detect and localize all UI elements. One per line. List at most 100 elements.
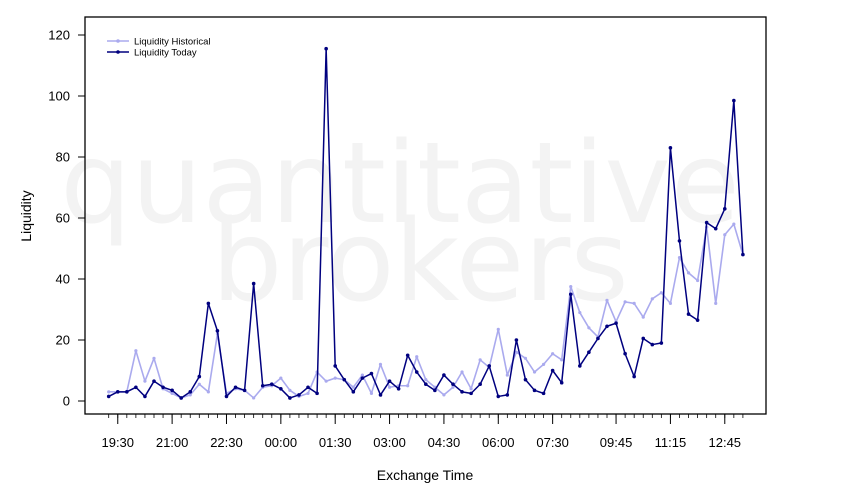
y-tick-label: 120 [48,28,70,43]
data-point [387,379,392,383]
data-point [532,388,537,393]
data-point [550,368,555,373]
data-point [170,391,174,395]
data-point [143,379,147,383]
data-point [152,379,156,383]
data-point [451,382,455,387]
data-point [560,358,564,362]
data-point [143,394,147,399]
data-point [333,376,337,380]
data-point [587,326,591,330]
data-point [605,298,609,302]
data-point [279,376,283,380]
data-point [378,362,383,366]
series-today [106,46,745,400]
data-point [696,278,700,283]
data-point [722,207,727,211]
x-tick-label: 11:15 [655,435,687,450]
data-point [351,385,355,389]
data-point [324,46,328,51]
data-point [433,388,437,393]
data-point [279,387,283,391]
data-point [460,390,464,394]
x-tick-label: 12:45 [709,435,742,450]
legend-marker [116,39,120,43]
data-point [714,301,718,305]
legend-label: Liquidity Today [134,48,197,59]
data-point [269,382,274,387]
x-tick-label: 01:30 [319,435,352,450]
data-point [451,385,455,389]
data-point [369,391,374,395]
data-point [233,385,238,390]
data-point [650,297,654,301]
data-point [469,387,473,391]
data-point [197,374,202,379]
data-point [215,329,220,333]
data-point [478,358,482,362]
data-point [406,384,410,388]
data-point [424,382,428,387]
data-point [523,377,528,382]
data-point [686,271,691,275]
legend-entry: Liquidity Today [107,48,197,59]
y-tick-label: 80 [56,150,70,165]
data-point [732,98,736,103]
data-point [378,393,383,397]
data-point [206,390,210,394]
data-point [197,382,201,386]
x-tick-label: 22:30 [210,435,243,450]
data-point [505,373,509,377]
data-point [569,285,573,289]
data-point [107,390,111,394]
data-point [252,396,256,400]
data-point [297,393,301,397]
data-point [523,356,528,360]
data-point [315,391,319,396]
data-point [469,391,473,396]
data-point [260,383,265,388]
data-point [487,364,492,368]
data-point [206,301,211,306]
series-layer [106,46,745,400]
y-axis-title: Liquidity [18,190,34,241]
data-point [641,336,646,341]
data-point [369,371,374,376]
data-point [650,342,655,347]
data-point [578,310,582,315]
data-point [360,376,365,380]
y-tick-label: 40 [56,272,70,287]
data-point [405,353,410,358]
data-point [415,355,419,359]
data-point [306,391,310,395]
data-point [677,239,682,243]
data-point [179,396,183,400]
data-point [605,324,609,329]
data-point [251,281,256,286]
x-tick-label: 03:00 [373,435,406,450]
data-point [442,393,446,397]
data-point [623,351,627,356]
data-point [514,350,519,354]
data-point [424,378,428,382]
data-point [342,377,347,382]
data-point [732,222,736,226]
data-point [514,338,519,342]
data-point [632,374,636,379]
data-point [659,341,664,345]
data-point [668,301,673,305]
data-point [188,393,192,397]
data-point [324,379,328,383]
data-point [568,292,573,297]
data-point [677,256,682,260]
data-point [351,390,356,394]
x-tick-label: 21:00 [156,435,189,450]
x-axis-title: Exchange Time [377,467,474,483]
y-axis: 0 20 40 60 80 100 120 [48,28,85,409]
x-tick-label: 07:30 [536,435,569,450]
data-point [288,388,292,392]
legend-label: Liquidity Historical [134,37,211,48]
x-tick-label: 00:00 [265,435,298,450]
